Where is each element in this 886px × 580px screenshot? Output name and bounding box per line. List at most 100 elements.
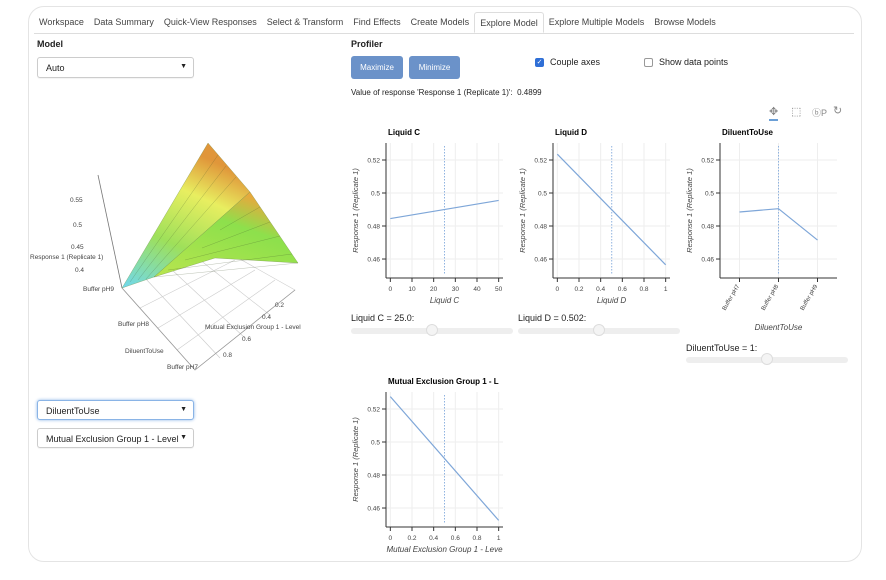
x-tick: Buffer pH9 [83, 286, 114, 293]
y-tick: 0.4 [262, 314, 271, 321]
diluent-slider[interactable] [686, 353, 848, 365]
checkbox-checked-icon: ✓ [535, 57, 544, 67]
surface-x-select[interactable]: DiluentToUse ▼ [37, 400, 194, 420]
x-axis-label: DiluentToUse [125, 348, 164, 355]
x-tick-label: 1 [497, 535, 501, 542]
chevron-down-icon: ▼ [180, 406, 187, 413]
z-tick: 0.4 [75, 267, 84, 274]
x-tick-label: 20 [430, 286, 438, 293]
couple-axes-checkbox[interactable]: ✓ Couple axes [535, 57, 600, 67]
y-tick: 0.6 [242, 336, 251, 343]
x-tick-label: 0 [389, 535, 393, 542]
y-tick: 0.2 [275, 302, 284, 309]
z-tick: 0.55 [70, 197, 83, 204]
diluent-slider-label: DiluentToUse = 1: [686, 343, 758, 353]
y-tick-label: 0.46 [534, 257, 547, 264]
checkbox-icon [644, 57, 653, 67]
chevron-down-icon: ▼ [180, 434, 187, 441]
liquid-d-slider[interactable] [518, 324, 680, 336]
z-tick: 0.45 [71, 244, 84, 251]
response-line [556, 153, 667, 266]
tab-create-models[interactable]: Create Models [410, 17, 470, 27]
y-tick-label: 0.52 [701, 157, 714, 164]
profiler-plot[interactable]: Mutual Exclusion Group 1 - L 0.46 0.48 0.5 0… [348, 374, 513, 564]
x-tick-label: 0.6 [451, 535, 460, 542]
surface-x-select-value: DiluentToUse [46, 406, 100, 416]
x-tick-label: Buffer pH7 [722, 283, 742, 311]
y-tick-label: 0.52 [367, 157, 380, 164]
y-tick-label: 0.48 [534, 224, 547, 231]
x-tick-label: 0 [556, 286, 560, 293]
x-axis-label: Liquid D [597, 296, 627, 305]
surface-mesh [129, 154, 299, 283]
y-axis-label: Response 1 (Replicate 1) [351, 417, 360, 502]
profiler-plot[interactable]: Liquid D 0.46 0.48 0.5 0.52 0 0.2 0.4 0.6 0.8 1 Res… [515, 125, 680, 315]
pan-icon[interactable]: ✥ [769, 105, 779, 121]
reset-icon[interactable]: ↻ [833, 105, 843, 117]
maximize-button[interactable]: Maximize [351, 56, 403, 79]
response-line [739, 208, 818, 241]
plot-title: Liquid D [555, 128, 587, 137]
y-tick-label: 0.5 [538, 191, 547, 198]
y-tick-label: 0.46 [367, 257, 380, 264]
minimize-button[interactable]: Minimize [409, 56, 460, 79]
response-line [389, 396, 500, 521]
liquid-c-slider-label: Liquid C = 25.0: [351, 313, 415, 323]
x-tick-label: 0.4 [429, 535, 438, 542]
x-tick-label: 10 [408, 286, 416, 293]
x-tick: Buffer pH8 [118, 321, 149, 328]
tab-quick-view-responses[interactable]: Quick-View Responses [163, 17, 257, 27]
model-label: Model [37, 39, 63, 49]
surface-side [153, 191, 299, 278]
surface-3d-plot[interactable]: 0.55 0.5 0.45 0.4 Response 1 (Replicate … [30, 130, 350, 380]
profiler-plot[interactable]: DiluentToUse 0.46 0.48 0.5 0.52 Buffer pH7 Buf… [682, 125, 847, 340]
couple-axes-label: Couple axes [550, 57, 601, 67]
x-tick-label: 1 [664, 286, 668, 293]
model-select[interactable]: Auto ▼ [37, 57, 194, 78]
y-axis-label: Response 1 (Replicate 1) [518, 168, 527, 253]
model-select-value: Auto [46, 63, 65, 73]
bokeh-logo-icon[interactable]: ⓑP [812, 108, 828, 118]
x-axis-label: Mutual Exclusion Group 1 - Leve [386, 545, 503, 554]
x-tick-label: 0.8 [639, 286, 648, 293]
plot-title: Mutual Exclusion Group 1 - L [388, 377, 499, 386]
x-tick-label: 0.8 [472, 535, 481, 542]
x-tick-label: 0.4 [596, 286, 605, 293]
x-axis-label: Liquid C [430, 296, 460, 305]
tab-explore-model[interactable]: Explore Model [474, 12, 544, 33]
tab-find-effects[interactable]: Find Effects [353, 17, 401, 27]
tab-data-summary[interactable]: Data Summary [93, 17, 154, 27]
surface-y-select-value: Mutual Exclusion Group 1 - Level [46, 434, 179, 444]
slider-handle[interactable] [426, 324, 438, 336]
x-tick-label: 40 [473, 286, 481, 293]
tab-workspace[interactable]: Workspace [39, 17, 84, 27]
slider-handle[interactable] [593, 324, 606, 336]
profiler-plot[interactable]: Liquid C 0.46 0.48 0.5 0.52 0 10 20 30 40 50 Respon… [348, 125, 513, 315]
y-tick-label: 0.46 [701, 257, 714, 264]
app-card [28, 6, 862, 562]
chevron-down-icon: ▼ [180, 63, 187, 70]
tab-browse-models[interactable]: Browse Models [654, 17, 716, 27]
y-tick-label: 0.48 [701, 224, 714, 231]
response-value: 0.4899 [517, 88, 542, 97]
box-zoom-icon[interactable]: ⬚ [791, 106, 802, 118]
tab-select-transform[interactable]: Select & Transform [266, 17, 344, 27]
surface-y-select[interactable]: Mutual Exclusion Group 1 - Level ▼ [37, 428, 194, 448]
y-tick-label: 0.5 [371, 440, 380, 447]
tab-explore-multiple-models[interactable]: Explore Multiple Models [548, 17, 645, 27]
x-tick-label: 30 [452, 286, 460, 293]
response-value-label: Value of response 'Response 1 (Replicate… [351, 88, 513, 97]
x-tick-label: 0.2 [407, 535, 416, 542]
slider-handle[interactable] [761, 353, 773, 365]
y-tick-label: 0.48 [367, 224, 380, 231]
y-tick-label: 0.5 [705, 191, 714, 198]
x-axis-label: DiluentToUse [755, 323, 803, 332]
x-tick-label: 0.6 [618, 286, 627, 293]
y-tick-label: 0.46 [367, 506, 380, 513]
plot-title: DiluentToUse [722, 128, 774, 137]
liquid-d-slider-label: Liquid D = 0.502: [518, 313, 587, 323]
x-tick: Buffer pH7 [167, 364, 198, 371]
y-tick-label: 0.52 [534, 157, 547, 164]
liquid-c-slider[interactable] [351, 324, 513, 336]
show-data-points-checkbox[interactable]: Show data points [644, 57, 728, 67]
